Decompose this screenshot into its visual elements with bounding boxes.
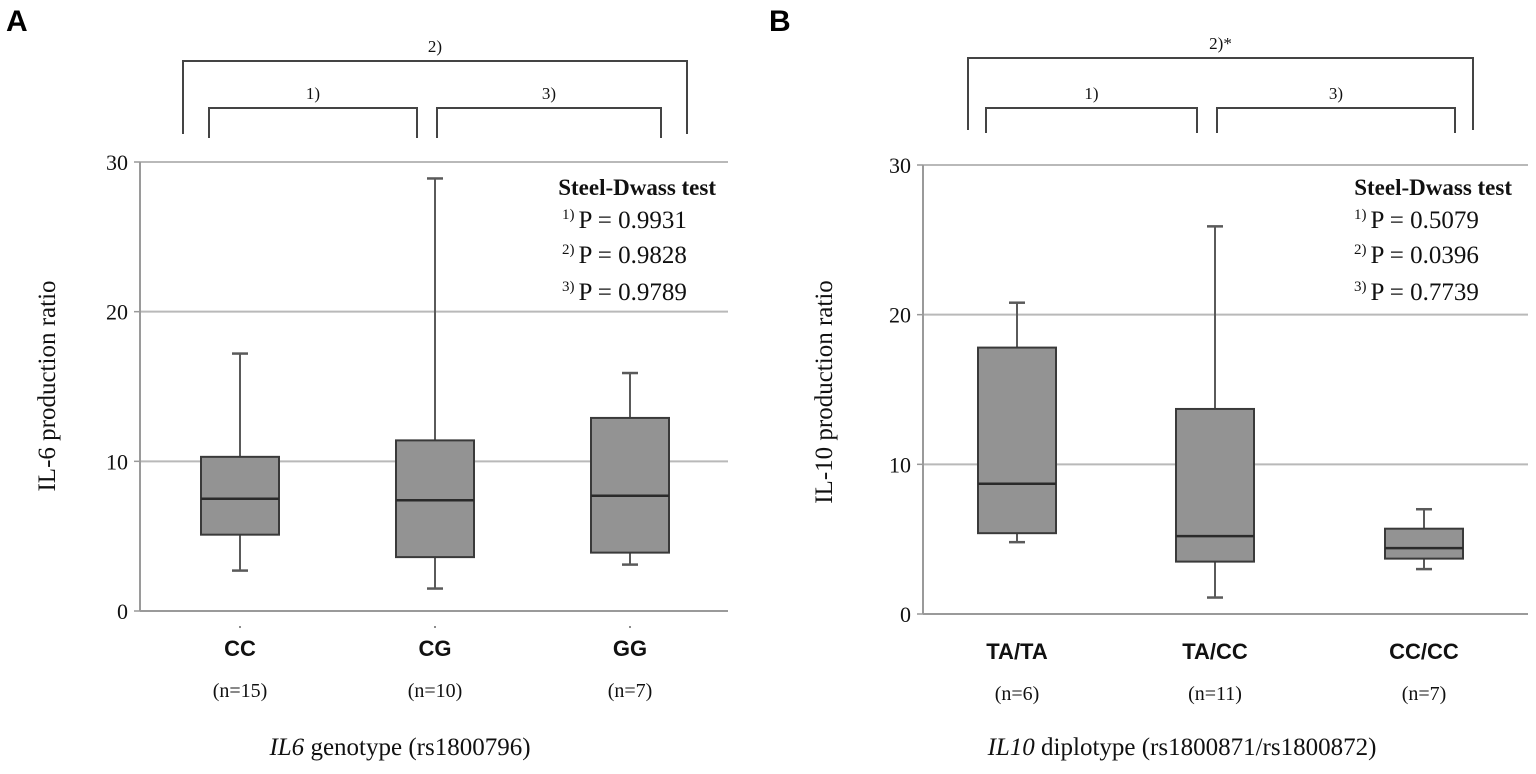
box-iqr — [1175, 407, 1255, 563]
panel-label-a: A — [6, 5, 28, 38]
bracket-label: 1) — [306, 84, 320, 103]
panel-b-chart: 0 10 20 30 TA/TA (n=6) TA/CC (n=11) CC/CC (n=7) IL… — [811, 34, 1528, 761]
sample-count: (n=11) — [1188, 683, 1242, 705]
stats-line: 2) P = 0.9828 — [562, 242, 687, 269]
significance-bracket — [1216, 107, 1456, 133]
panel-a-chart: 0 10 20 30 CC (n=15) CG (n=10) GG (n=7) IL-6 produ… — [34, 37, 728, 761]
significance-bracket — [436, 107, 662, 138]
box-gg — [590, 371, 670, 628]
sample-count: (n=15) — [213, 680, 268, 702]
significance-bracket — [967, 57, 1474, 130]
x-axis-title: IL10 diplotype (rs1800871/rs1800872) — [987, 734, 1377, 761]
category-label: GG — [613, 636, 647, 661]
significance-bracket — [182, 60, 688, 134]
bracket-label: 3) — [542, 84, 556, 103]
box-iqr — [395, 439, 475, 559]
y-axis-title: IL-6 production ratio — [34, 280, 61, 491]
stats-title: Steel-Dwass test — [1354, 175, 1512, 200]
box-ta-cc — [1175, 225, 1255, 599]
bracket-label: 2) — [428, 37, 442, 56]
box-cc — [200, 352, 280, 628]
box-iqr — [200, 455, 280, 536]
stats-line: 2) P = 0.0396 — [1354, 242, 1479, 269]
category-label: CC/CC — [1389, 639, 1459, 664]
y-tick-label: 10 — [106, 449, 128, 474]
y-tick-label: 10 — [889, 452, 911, 477]
y-tick-label: 20 — [106, 300, 128, 325]
sample-count: (n=7) — [1402, 683, 1447, 705]
panel-label-b: B — [769, 5, 791, 38]
bracket-label: 2)* — [1209, 34, 1232, 53]
y-tick-label: 30 — [889, 153, 911, 178]
box-iqr — [590, 416, 670, 554]
category-label: CC — [224, 636, 256, 661]
x-axis-title: IL6 genotype (rs1800796) — [268, 734, 530, 761]
y-axis-title: IL-10 production ratio — [811, 280, 838, 504]
box-iqr — [1384, 527, 1464, 560]
y-tick-label: 20 — [889, 303, 911, 328]
y-tick-label: 0 — [900, 602, 911, 627]
y-tick-label: 30 — [106, 150, 128, 175]
stats-title: Steel-Dwass test — [558, 175, 716, 200]
box-cc-cc — [1384, 507, 1464, 571]
category-label: CG — [419, 636, 452, 661]
stats-line: 1) P = 0.9931 — [562, 207, 687, 234]
sample-count: (n=6) — [995, 683, 1040, 705]
sample-count: (n=7) — [608, 680, 653, 702]
bracket-label: 3) — [1329, 84, 1343, 103]
stats-line: 3) P = 0.9789 — [562, 279, 687, 306]
stats-line: 3) P = 0.7739 — [1354, 279, 1479, 306]
box-ta-ta — [977, 301, 1057, 544]
category-label: TA/TA — [986, 639, 1048, 664]
sample-count: (n=10) — [408, 680, 463, 702]
significance-bracket — [985, 107, 1198, 133]
bracket-label: 1) — [1084, 84, 1098, 103]
y-tick-label: 0 — [117, 599, 128, 624]
stats-line: 1) P = 0.5079 — [1354, 207, 1479, 234]
box-iqr — [977, 346, 1057, 535]
significance-bracket — [208, 107, 418, 138]
category-label: TA/CC — [1182, 639, 1248, 664]
box-cg — [395, 177, 475, 628]
